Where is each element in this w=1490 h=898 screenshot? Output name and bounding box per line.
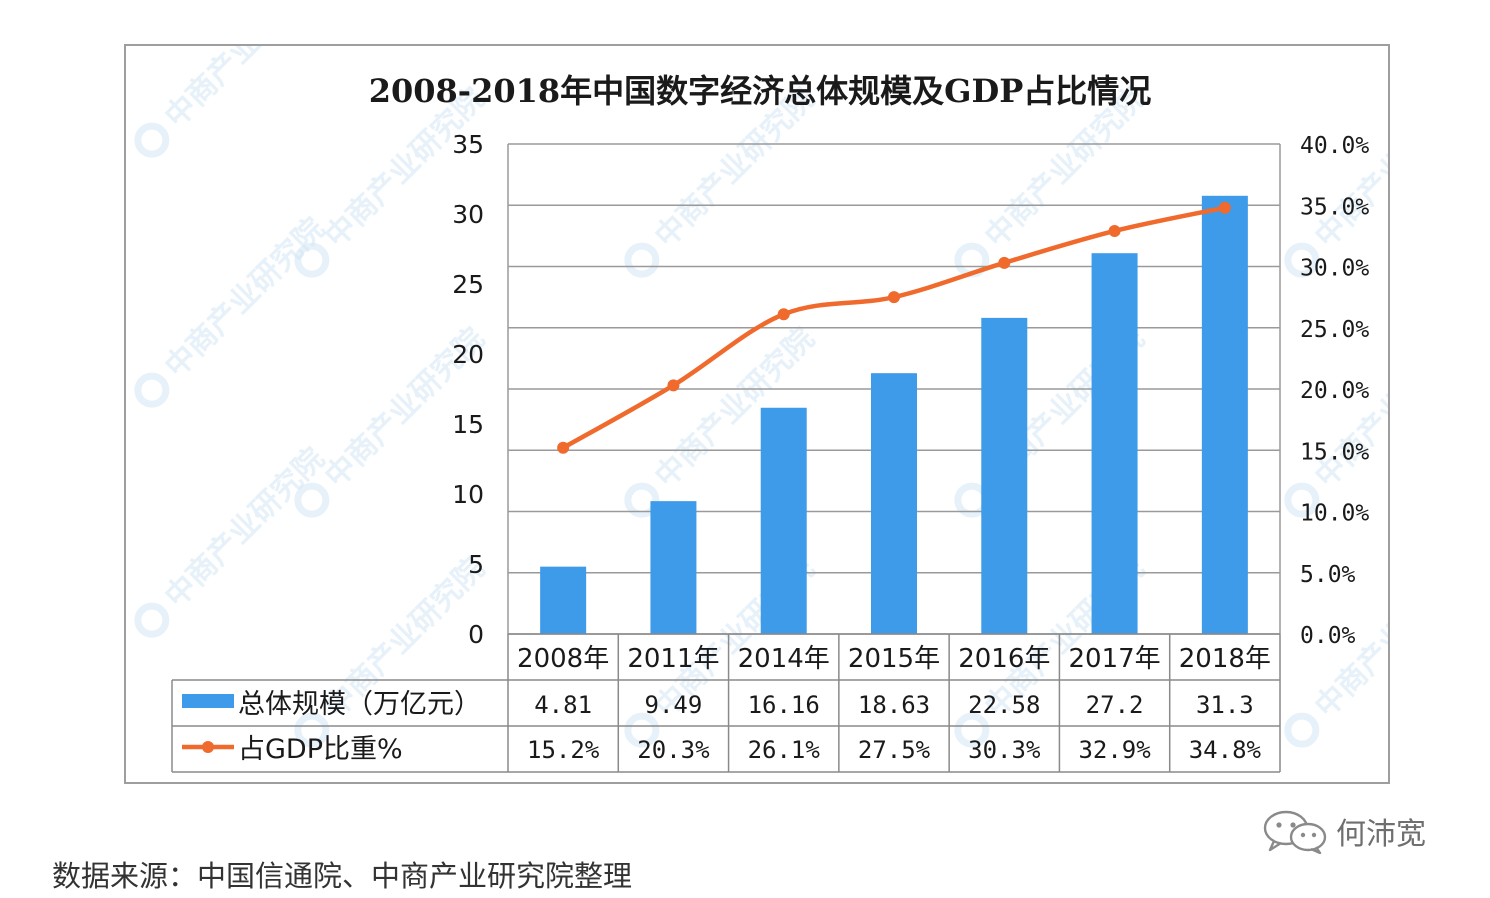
watermark-logo-icon [294,482,330,518]
watermark: 中商产业研究院 [954,81,1151,278]
legend-bar-swatch [182,694,234,708]
data-table: 2008年 2011年 2014年 2015年 2016年 2017年 2018年总体规模（… [171,633,1281,773]
y-left-tick-label: 0 [468,620,484,649]
watermark-logo-icon [624,712,660,748]
watermark-text: 中商产业研究院 [158,46,331,134]
line-point-2008年 [557,441,570,454]
y-left-tick-label: 30 [452,200,484,229]
bar-2018年 [1201,195,1248,635]
line-point-2011年 [667,379,680,392]
y-right-tick-label: 30.0% [1300,256,1369,282]
y-right-tick-label: 10.0% [1300,501,1369,527]
table-cell-line-value: 34.8% [1189,736,1262,764]
wechat-account-name: 何沛宽 [1336,817,1426,852]
y-right-tick-label: 20.0% [1300,378,1369,404]
y-right-tick-label: 15.0% [1300,439,1369,465]
table-cell-bar-value: 9.49 [645,691,703,719]
x-category-label: 2017年 [1068,644,1160,674]
table-cell-line-value: 30.3% [968,736,1041,764]
watermark-logo-icon [624,242,660,278]
table-cell-bar-value: 22.58 [968,691,1040,719]
x-category-label: 2011年 [627,644,719,674]
chart-frame: 中商产业研究院 中商产业研究院 中商产业研究院 中商产业研究院 中商产业研究院 中商产业研… [124,44,1390,784]
watermark-logo-icon [1284,242,1320,278]
y-right-tick-label: 25.0% [1300,317,1369,343]
watermark-text: 中商产业研究院 [158,211,331,384]
table-cell-bar-value: 18.63 [858,691,930,719]
watermark-text: 中商产业研究院 [158,441,331,614]
x-category-label: 2015年 [848,644,940,674]
line-point-2015年 [888,291,900,304]
watermark-logo-icon [134,602,170,638]
chart-title: 2008-2018年中国数字经济总体规模及GDP占比情况 [369,72,1152,110]
y-left-tick-label: 10 [452,480,484,509]
y-left-tick-label: 35 [452,130,484,159]
watermark-logo-icon [134,372,170,408]
y-left-tick-label: 15 [452,410,484,439]
watermark: 中商产业研究院 [134,441,331,638]
table-cell-line-value: 32.9% [1078,736,1151,764]
y-right-tick-label: 5.0% [1300,562,1356,588]
bar-2015年 [871,373,917,634]
legend-line-marker [202,741,214,753]
watermark-logo-icon [1284,482,1320,518]
x-category-label: 2018年 [1179,644,1271,674]
y-right-tick-label: 0.0% [1300,623,1356,649]
watermark-logo-icon [134,122,170,158]
watermark: 中商产业研究院 [1284,81,1388,278]
bar-2017年 [1091,253,1138,634]
y-left-tick-label: 20 [452,340,484,369]
line-point-2017年 [1108,224,1121,237]
x-category-label: 2008年 [517,644,609,674]
table-cell-bar-value: 31.3 [1196,691,1254,719]
watermark-logo-icon [954,712,990,748]
axis-layer: 0 5 10 15 20 25 30 35 0.0% 5.0% 10.0% 15.0% 20.0% 25.… [452,130,1369,649]
watermark: 中商产业研究院 [134,46,331,158]
table-cell-line-value: 20.3% [637,736,710,764]
wechat-attribution: 何沛宽 [1262,806,1426,856]
bar-layer [540,195,1248,635]
watermark-logo-icon [1284,712,1320,748]
line-point-2014年 [777,308,790,321]
watermark: 中商产业研究院 [294,81,491,278]
y-left-tick-label: 25 [452,270,484,299]
table-cell-line-value: 15.2% [527,736,600,764]
watermark-text: 中商产业研究院 [1308,321,1388,494]
y-right-tick-label: 40.0% [1300,133,1369,159]
y-left-tick-label: 5 [468,550,484,579]
table-cell-bar-value: 16.16 [748,691,820,719]
table-cell-line-value: 26.1% [748,736,821,764]
line-point-2016年 [998,256,1011,269]
source-note: 数据来源：中国信通院、中商产业研究院整理 [52,859,633,893]
watermark-text: 中商产业研究院 [1308,81,1388,254]
bar-2016年 [981,317,1028,634]
watermark: 中商产业研究院 [294,551,491,748]
bar-2011年 [650,501,697,634]
table-cell-bar-value: 27.2 [1086,691,1144,719]
watermark-logo-icon [294,242,330,278]
watermark-logo-icon [294,712,330,748]
watermark: 中商产业研究院 [134,211,331,408]
line-point-2018年 [1218,201,1231,214]
table-cell-line-value: 27.5% [858,736,931,764]
table-cell-bar-value: 4.81 [534,691,592,719]
watermark: 中商产业研究院 [1284,321,1388,518]
y-right-tick-label: 35.0% [1300,194,1369,220]
legend-label-line: 占GDP比重% [238,734,403,765]
watermark: 中商产业研究院 [624,81,821,278]
bar-2014年 [760,407,807,634]
x-category-label: 2014年 [738,644,830,674]
legend-label-bar: 总体规模（万亿元） [238,689,481,720]
line-layer [557,201,1231,454]
x-category-label: 2016年 [958,644,1050,674]
wechat-icon [1263,810,1327,854]
bar-2008年 [540,566,587,634]
